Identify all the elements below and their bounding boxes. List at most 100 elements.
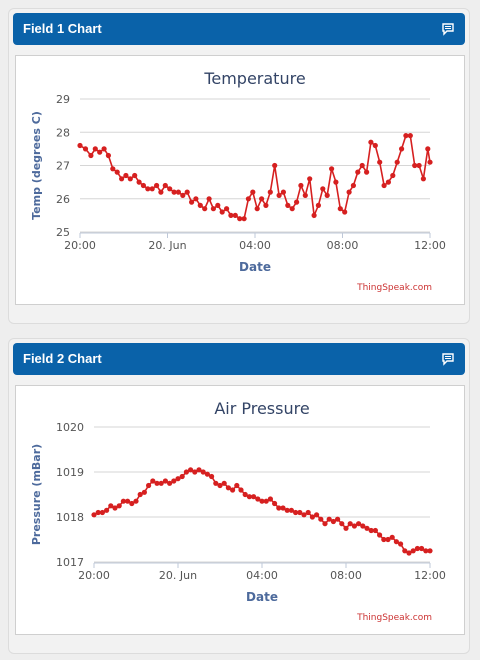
data-point[interactable] [267, 496, 273, 502]
data-point[interactable] [288, 507, 294, 513]
data-point[interactable] [234, 482, 240, 489]
data-point[interactable] [189, 199, 195, 205]
data-point[interactable] [120, 498, 126, 504]
data-point[interactable] [110, 166, 116, 172]
data-point[interactable] [158, 189, 164, 195]
data-point[interactable] [318, 516, 324, 522]
data-point[interactable] [333, 179, 339, 185]
data-point[interactable] [101, 146, 107, 152]
data-point[interactable] [202, 206, 208, 212]
data-point[interactable] [289, 206, 295, 212]
data-point[interactable] [95, 509, 101, 516]
data-point[interactable] [133, 498, 139, 504]
data-point[interactable] [381, 536, 387, 543]
data-point[interactable] [297, 509, 303, 516]
data-point[interactable] [285, 202, 291, 208]
data-point[interactable] [183, 469, 189, 475]
data-point[interactable] [77, 142, 83, 149]
data-point[interactable] [346, 189, 352, 195]
data-point[interactable] [167, 480, 173, 486]
comment-icon[interactable] [441, 22, 455, 36]
data-point[interactable] [219, 209, 225, 215]
data-point[interactable] [372, 527, 378, 534]
air-pressure-chart[interactable]: Air Pressure 1017 1018 1019 1020 20:00 20. Jun… [16, 386, 464, 634]
data-point[interactable] [250, 189, 256, 195]
data-point[interactable] [347, 521, 353, 527]
data-point[interactable] [263, 202, 269, 208]
data-point[interactable] [301, 512, 307, 518]
data-point[interactable] [149, 186, 155, 192]
data-point[interactable] [320, 186, 326, 192]
data-point[interactable] [398, 541, 404, 547]
data-point[interactable] [175, 189, 181, 195]
data-point[interactable] [237, 216, 243, 222]
data-point[interactable] [132, 172, 138, 179]
data-point[interactable] [364, 169, 370, 175]
data-point[interactable] [416, 162, 422, 169]
data-point[interactable] [427, 159, 433, 165]
data-point[interactable] [343, 525, 349, 531]
thingspeak-credit[interactable]: ThingSpeak.com [356, 283, 432, 293]
data-point[interactable] [280, 505, 286, 511]
data-point[interactable] [267, 189, 273, 195]
data-point[interactable] [393, 539, 399, 545]
data-point[interactable] [171, 478, 177, 484]
data-point[interactable] [112, 505, 118, 511]
data-point[interactable] [137, 491, 143, 498]
data-point[interactable] [254, 206, 260, 212]
data-point[interactable] [425, 146, 431, 152]
temperature-chart[interactable]: Temperature 25 26 27 28 29 20:00 20. Jun 04:00 08… [16, 56, 464, 304]
data-point[interactable] [92, 146, 98, 152]
data-point[interactable] [272, 500, 278, 507]
data-point[interactable] [403, 133, 409, 139]
data-point[interactable] [200, 469, 206, 475]
data-point[interactable] [104, 507, 110, 513]
data-point[interactable] [197, 202, 203, 208]
data-point[interactable] [359, 162, 365, 169]
data-point[interactable] [204, 471, 210, 477]
data-point[interactable] [129, 500, 135, 507]
data-point[interactable] [221, 480, 227, 486]
data-point[interactable] [206, 196, 212, 202]
data-point[interactable] [402, 548, 408, 554]
thingspeak-credit[interactable]: ThingSpeak.com [356, 613, 432, 623]
comment-icon[interactable] [441, 352, 455, 366]
data-point[interactable] [175, 476, 181, 482]
data-point[interactable] [225, 485, 231, 491]
data-point[interactable] [350, 182, 356, 189]
data-point[interactable] [241, 216, 247, 222]
data-point[interactable] [105, 152, 111, 159]
data-point[interactable] [188, 467, 194, 473]
data-point[interactable] [368, 139, 374, 145]
data-point[interactable] [192, 469, 198, 475]
data-point[interactable] [127, 176, 133, 182]
data-point[interactable] [97, 149, 103, 155]
data-point[interactable] [339, 521, 345, 527]
data-point[interactable] [224, 206, 230, 212]
data-point[interactable] [412, 162, 418, 169]
data-point[interactable] [108, 503, 114, 509]
data-point[interactable] [330, 518, 336, 525]
data-point[interactable] [419, 545, 425, 552]
data-point[interactable] [150, 478, 156, 484]
data-point[interactable] [315, 202, 321, 208]
data-point[interactable] [230, 487, 236, 493]
data-point[interactable] [368, 527, 374, 534]
data-point[interactable] [407, 133, 413, 139]
data-point[interactable] [246, 494, 252, 500]
data-point[interactable] [167, 186, 173, 192]
data-point[interactable] [162, 182, 168, 189]
data-point[interactable] [326, 516, 332, 522]
data-point[interactable] [314, 512, 320, 518]
data-point[interactable] [280, 189, 286, 195]
data-point[interactable] [284, 507, 290, 513]
data-point[interactable] [414, 545, 420, 552]
data-point[interactable] [114, 169, 120, 175]
data-point[interactable] [217, 482, 223, 489]
data-point[interactable] [255, 496, 261, 502]
data-point[interactable] [360, 523, 366, 529]
data-point[interactable] [136, 179, 142, 185]
data-point[interactable] [162, 478, 168, 484]
data-point[interactable] [251, 494, 257, 500]
data-point[interactable] [154, 480, 160, 486]
